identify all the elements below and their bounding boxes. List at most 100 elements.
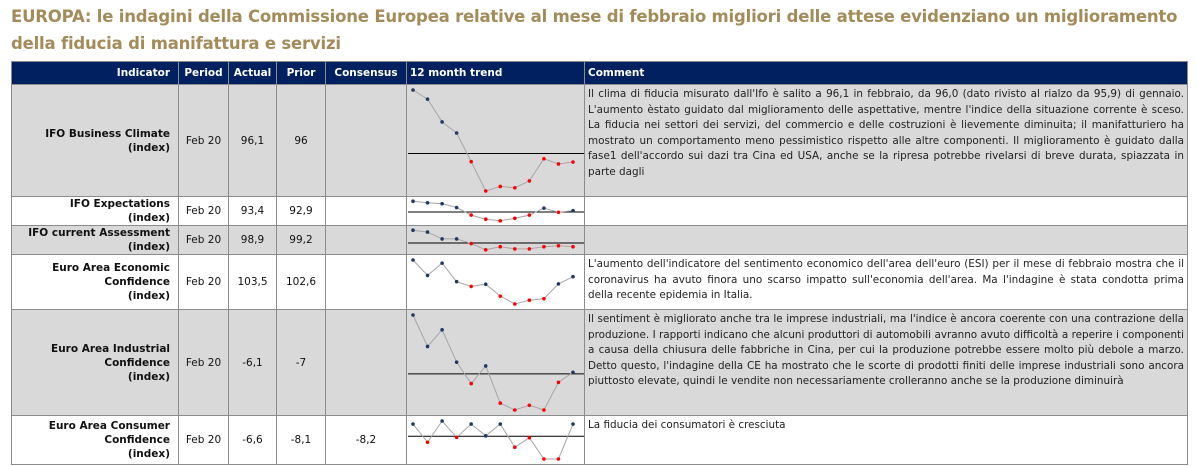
indicator-name: IFO Expectations bbox=[69, 198, 170, 210]
indicator-name: IFO current Assessment bbox=[28, 227, 170, 239]
prior-cell: -7 bbox=[276, 309, 326, 416]
sparkline-point bbox=[425, 344, 430, 349]
comment-cell bbox=[584, 225, 1188, 255]
table-row: Euro Area Industrial Confidence (index) F… bbox=[11, 309, 1188, 416]
period-cell: Feb 20 bbox=[178, 254, 229, 310]
sparkline-point bbox=[425, 440, 430, 445]
sparkline-point bbox=[498, 422, 503, 426]
sparkline-point bbox=[469, 381, 473, 386]
sparkline-point bbox=[498, 244, 503, 249]
consensus-cell bbox=[325, 254, 407, 310]
sparkline-point bbox=[411, 313, 415, 317]
indicator-unit: (index) bbox=[127, 241, 170, 253]
sparkline-point bbox=[527, 179, 532, 183]
actual-cell: 98,9 bbox=[228, 225, 277, 255]
sparkline-point bbox=[454, 435, 459, 440]
trend-cell bbox=[406, 254, 585, 310]
sparkline-point bbox=[527, 435, 532, 440]
sparkline-point bbox=[469, 284, 473, 289]
comment-cell bbox=[584, 196, 1188, 226]
sparkline-point bbox=[556, 162, 561, 166]
sparkline-point bbox=[440, 237, 444, 241]
sparkline-point bbox=[542, 457, 546, 461]
comment-cell: L'aumento dell'indicatore del sentimento… bbox=[584, 254, 1188, 310]
consensus-cell bbox=[325, 309, 407, 416]
sparkline bbox=[408, 199, 584, 223]
sparkline-point bbox=[483, 248, 488, 252]
prior-cell: -8,1 bbox=[276, 415, 326, 465]
sparkline-line bbox=[412, 89, 574, 192]
table-row: IFO Expectations (index) Feb 20 93,4 92,9 bbox=[11, 196, 1188, 226]
sparkline-point bbox=[571, 274, 575, 279]
sparkline-point bbox=[571, 370, 575, 375]
indicators-table: Indicator Period Actual Prior Consensus … bbox=[11, 61, 1188, 465]
sparkline-point bbox=[469, 241, 473, 246]
sparkline bbox=[408, 228, 584, 252]
sparkline bbox=[411, 258, 575, 306]
sparkline-point bbox=[440, 261, 444, 265]
sparkline-point bbox=[440, 120, 444, 124]
sparkline-point bbox=[527, 298, 532, 303]
indicator-cell: Euro Area Consumer Confidence (index) bbox=[11, 415, 179, 465]
sparkline-line bbox=[412, 420, 574, 460]
prior-cell: 92,9 bbox=[276, 196, 326, 226]
period-cell: Feb 20 bbox=[178, 309, 229, 416]
period-cell: Feb 20 bbox=[178, 225, 229, 255]
sparkline-point bbox=[571, 160, 575, 164]
sparkline-point bbox=[440, 327, 444, 332]
sparkline bbox=[408, 313, 584, 412]
sparkline-point bbox=[483, 189, 488, 193]
sparkline-point bbox=[440, 419, 444, 423]
header-indicator: Indicator bbox=[11, 61, 179, 85]
sparkline-point bbox=[556, 457, 561, 461]
indicator-name: Euro Area Economic Confidence bbox=[52, 262, 170, 288]
comment-cell: Il clima di fiducia misurato dall'Ifo è … bbox=[584, 84, 1188, 197]
sparkline-point bbox=[469, 422, 473, 426]
sparkline-point bbox=[425, 200, 430, 205]
sparkline-point bbox=[498, 401, 503, 405]
header-comment: Comment bbox=[584, 61, 1188, 85]
sparkline-point bbox=[513, 445, 517, 450]
consensus-cell: -8,2 bbox=[325, 415, 407, 465]
sparkline-point bbox=[556, 243, 561, 248]
consensus-cell bbox=[325, 196, 407, 226]
sparkline-point bbox=[571, 208, 575, 213]
indicator-name: IFO Business Climate bbox=[45, 127, 170, 140]
sparkline-point bbox=[411, 88, 415, 92]
table-header: Indicator Period Actual Prior Consensus … bbox=[11, 61, 1188, 85]
header-period: Period bbox=[178, 61, 229, 85]
sparkline bbox=[408, 419, 584, 461]
sparkline-point bbox=[411, 258, 415, 262]
sparkline-point bbox=[571, 422, 575, 426]
sparkline-point bbox=[425, 230, 430, 234]
trend-cell bbox=[406, 309, 585, 416]
page-title: EUROPA: le indagini della Commissione Eu… bbox=[11, 7, 1178, 53]
sparkline-point bbox=[556, 282, 561, 286]
trend-cell bbox=[406, 225, 585, 255]
sparkline-point bbox=[483, 364, 488, 368]
sparkline-point bbox=[469, 159, 473, 164]
actual-cell: -6,1 bbox=[228, 309, 277, 416]
indicator-cell: IFO current Assessment (index) bbox=[11, 225, 179, 255]
period-cell: Feb 20 bbox=[178, 84, 229, 197]
sparkline-point bbox=[425, 97, 430, 101]
period-cell: Feb 20 bbox=[178, 415, 229, 465]
comment-text: Il clima di fiducia misurato dall'Ifo è … bbox=[588, 88, 1184, 178]
sparkline-point bbox=[454, 237, 459, 241]
table-row: Euro Area Economic Confidence (index) Feb… bbox=[11, 254, 1188, 310]
header-consensus: Consensus bbox=[325, 61, 407, 85]
sparkline-point bbox=[527, 213, 532, 217]
indicator-name: Euro Area Consumer Confidence bbox=[48, 420, 170, 446]
sparkline-point bbox=[556, 380, 561, 385]
sparkline-point bbox=[542, 244, 546, 249]
sparkline-point bbox=[498, 294, 503, 298]
sparkline-point bbox=[454, 131, 459, 135]
indicator-cell: IFO Business Climate (index) bbox=[11, 84, 179, 197]
sparkline-point bbox=[454, 205, 459, 210]
trend-cell bbox=[406, 415, 585, 465]
table-row: IFO current Assessment (index) Feb 20 98,… bbox=[11, 225, 1188, 255]
prior-cell: 99,2 bbox=[276, 225, 326, 255]
sparkline-line bbox=[412, 259, 574, 305]
indicator-cell: IFO Expectations (index) bbox=[11, 196, 179, 226]
trend-cell bbox=[406, 84, 585, 197]
